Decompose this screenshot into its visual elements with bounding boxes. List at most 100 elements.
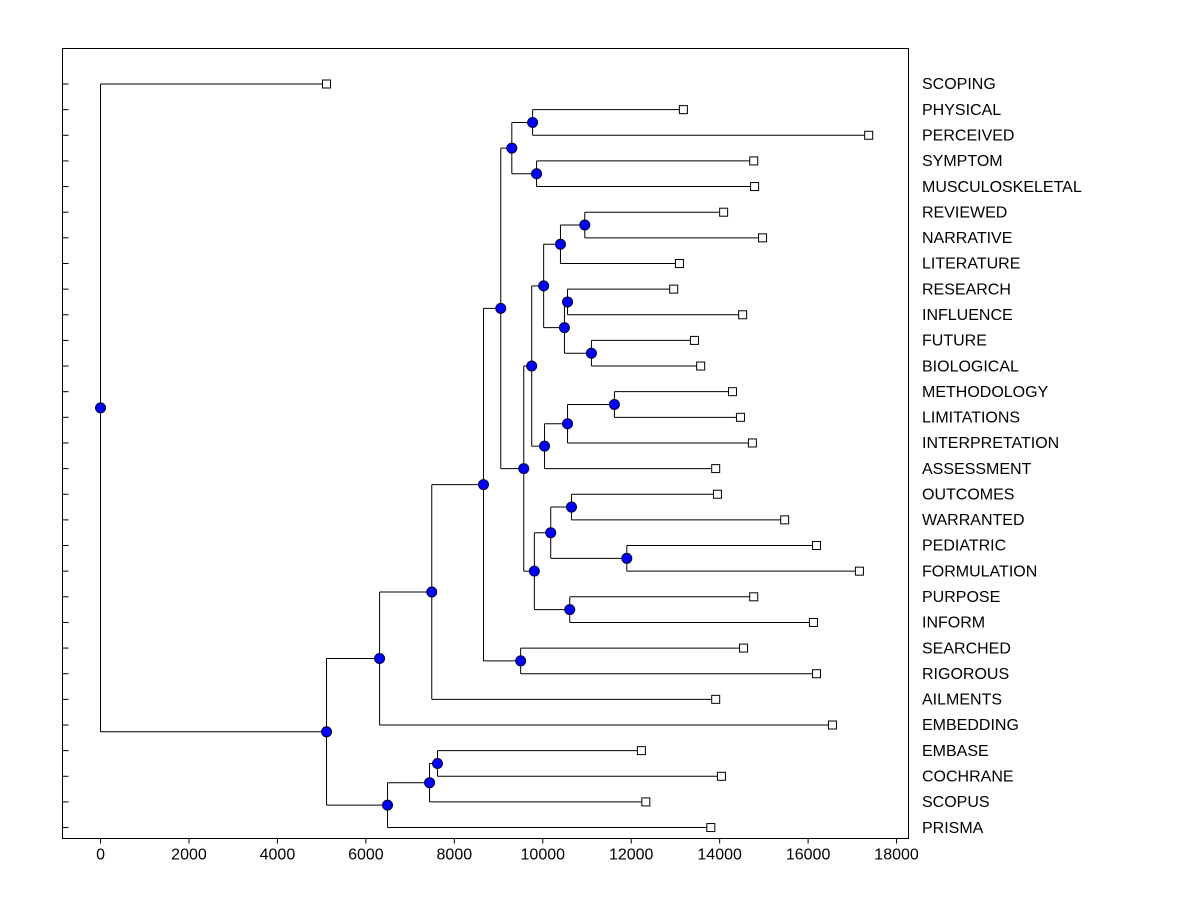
node-marker (554, 238, 566, 250)
node-marker (545, 527, 557, 539)
node-marker (566, 501, 578, 513)
leaf-label: INFLUENCE (922, 307, 1013, 324)
leaf-label: PURPOSE (922, 589, 1000, 606)
node-marker (382, 799, 394, 811)
x-tick-label: 4000 (260, 847, 296, 864)
leaf-marker (808, 617, 818, 627)
leaf-marker (716, 771, 726, 781)
leaf-marker (747, 438, 757, 448)
leaf-marker (749, 156, 759, 166)
x-tick-label: 6000 (348, 847, 384, 864)
leaf-label: RESEARCH (922, 281, 1011, 298)
leaf-label: RIGOROUS (922, 666, 1009, 683)
leaf-marker (812, 669, 822, 679)
node-marker (495, 302, 507, 314)
leaf-marker (864, 130, 874, 140)
node-marker (518, 463, 530, 475)
leaf-label: SYMPTOM (922, 153, 1003, 170)
leaf-marker (711, 464, 721, 474)
leaf-label: FUTURE (922, 333, 987, 350)
leaf-marker (749, 592, 759, 602)
leaf-marker (727, 387, 737, 397)
leaf-marker (706, 823, 716, 833)
leaf-label: METHODOLOGY (922, 384, 1049, 401)
leaf-marker (674, 258, 684, 268)
node-marker (374, 652, 386, 664)
leaf-marker (678, 105, 688, 115)
node-marker (564, 604, 576, 616)
leaf-marker (738, 310, 748, 320)
leaf-marker (739, 643, 749, 653)
node-marker (426, 586, 438, 598)
leaf-label: SEARCHED (922, 640, 1011, 657)
node-marker (531, 168, 543, 180)
leaf-label: COCHRANE (922, 768, 1014, 785)
leaf-label: SCOPUS (922, 794, 990, 811)
node-marker (527, 116, 539, 128)
leaf-label: INFORM (922, 615, 985, 632)
leaf-marker (696, 361, 706, 371)
leaf-marker (712, 489, 722, 499)
node-marker (321, 726, 333, 738)
leaf-label: LITERATURE (922, 256, 1020, 273)
node-marker (528, 565, 540, 577)
x-tick-label: 14000 (697, 847, 742, 864)
leaf-marker (854, 566, 864, 576)
leaf-marker (689, 335, 699, 345)
leaf-label: MUSCULOSKELETAL (922, 179, 1082, 196)
x-tick-label: 0 (96, 847, 105, 864)
node-marker (95, 402, 107, 414)
node-marker (562, 418, 574, 430)
node-marker (506, 142, 518, 154)
leaf-label: REVIEWED (922, 204, 1007, 221)
leaf-label: NARRATIVE (922, 230, 1012, 247)
leaf-label: EMBASE (922, 743, 989, 760)
leaf-marker (641, 797, 651, 807)
leaf-marker (780, 515, 790, 525)
x-tick-label: 18000 (874, 847, 919, 864)
leaf-label: LIMITATIONS (922, 410, 1020, 427)
leaf-marker (735, 412, 745, 422)
leaf-label: WARRANTED (922, 512, 1025, 529)
leaf-label: OUTCOMES (922, 486, 1014, 503)
node-marker (579, 219, 591, 231)
leaf-marker (758, 233, 768, 243)
leaf-marker (711, 694, 721, 704)
leaf-marker (322, 79, 332, 89)
node-marker (526, 360, 538, 372)
leaf-label: AILMENTS (922, 692, 1002, 709)
x-tick-label: 16000 (786, 847, 831, 864)
leaf-label: PRISMA (922, 820, 984, 837)
x-tick-label: 2000 (171, 847, 207, 864)
leaf-label: FORMULATION (922, 563, 1037, 580)
node-marker (538, 280, 550, 292)
leaf-marker (827, 720, 837, 730)
leaf-label: PHYSICAL (922, 102, 1001, 119)
leaf-marker (636, 746, 646, 756)
node-marker (478, 479, 490, 491)
node-marker (515, 655, 527, 667)
node-marker (562, 296, 574, 308)
leaf-label: ASSESSMENT (922, 461, 1032, 478)
plot-frame (62, 48, 909, 839)
leaf-marker (750, 182, 760, 192)
x-tick-label: 8000 (437, 847, 473, 864)
x-tick-label: 10000 (521, 847, 566, 864)
node-marker (539, 440, 551, 452)
leaf-marker (669, 284, 679, 294)
leaf-label: PEDIATRIC (922, 538, 1006, 555)
leaf-label: EMBEDDING (922, 717, 1019, 734)
node-marker (432, 757, 444, 769)
node-marker (608, 399, 620, 410)
x-tick-label: 12000 (609, 847, 654, 864)
leaf-label: SCOPING (922, 76, 996, 93)
leaf-label: BIOLOGICAL (922, 358, 1019, 375)
leaf-marker (812, 541, 822, 551)
node-marker (585, 347, 597, 359)
leaf-label: INTERPRETATION (922, 435, 1059, 452)
node-marker (424, 777, 436, 789)
node-marker (621, 552, 633, 564)
node-marker (558, 322, 570, 334)
